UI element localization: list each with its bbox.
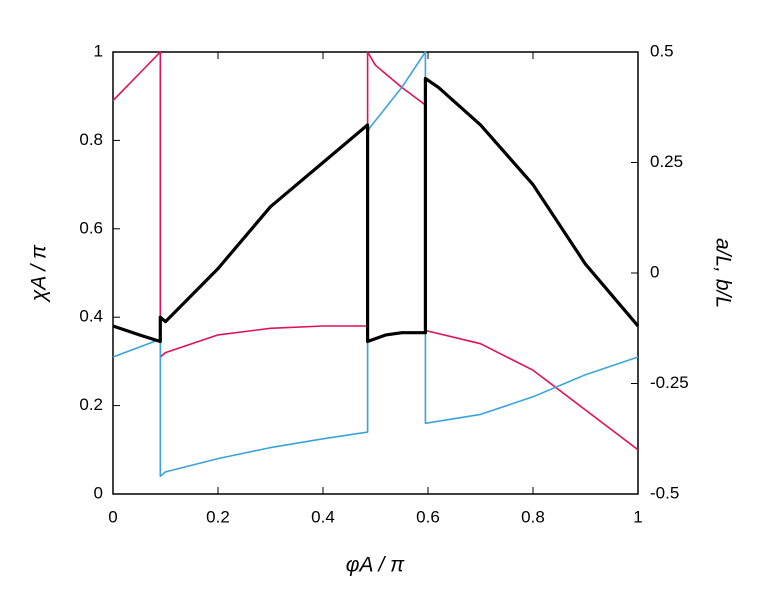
y-tick-label: 0.2: [79, 395, 103, 414]
plot-frame: [112, 51, 639, 495]
series-line: [112, 76, 640, 344]
y2-axis-label: a/L, b/L: [711, 238, 734, 308]
y2-tick-label: 0.5: [650, 41, 674, 60]
x-axis-label: φA / π: [346, 554, 405, 577]
y-axis-label: χA / π: [28, 244, 51, 303]
y-tick-label: 0.4: [79, 307, 103, 326]
y-tick-label: 0: [94, 483, 103, 502]
y2-tick-label: -0.25: [650, 373, 689, 392]
x-tick-label: 0.2: [206, 507, 230, 526]
y2-tick-label: -0.5: [650, 483, 679, 502]
y-tick-label: 0.8: [79, 130, 103, 149]
x-tick-label: 0.6: [416, 507, 440, 526]
y2-tick-label: 0.25: [650, 152, 683, 171]
series-line: [112, 51, 639, 451]
x-tick-label: 0.4: [311, 507, 335, 526]
series-line: [112, 51, 639, 478]
x-tick-label: 0: [108, 507, 117, 526]
y-tick-label: 1: [94, 41, 103, 60]
y-tick-label: 0.6: [79, 218, 103, 237]
x-tick-label: 1: [633, 507, 642, 526]
y2-tick-label: 0: [650, 262, 659, 281]
x-tick-label: 0.8: [521, 507, 545, 526]
